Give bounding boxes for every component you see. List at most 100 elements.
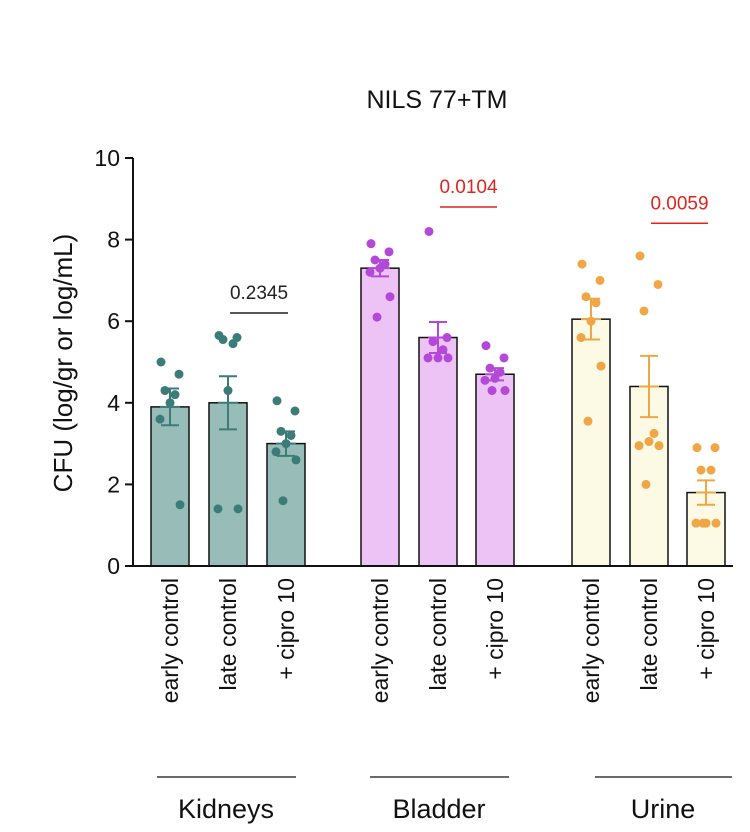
group-label: Kidneys: [178, 794, 274, 824]
bar: [150, 406, 190, 567]
data-point: [641, 479, 651, 489]
data-point: [577, 259, 587, 269]
y-tick-label: 8: [107, 227, 120, 253]
data-point: [480, 375, 490, 385]
data-point: [481, 341, 491, 351]
data-point: [424, 226, 434, 236]
data-point: [385, 292, 395, 302]
category-label: late control: [215, 578, 241, 691]
chart-title: NILS 77+TM: [366, 86, 507, 114]
y-axis-label: CFU (log/gr or log/mL): [48, 234, 78, 493]
plot-area: early control late control + cipro 10 0.234…: [133, 177, 733, 824]
data-point: [156, 357, 166, 367]
data-point: [233, 504, 243, 514]
data-point: [581, 292, 591, 302]
data-point: [372, 312, 382, 322]
data-point: [290, 406, 300, 416]
data-point: [433, 353, 443, 363]
y-tick-label: 2: [107, 471, 120, 497]
data-point: [272, 396, 282, 406]
data-point: [711, 518, 721, 528]
data-point: [586, 316, 596, 326]
data-point: [698, 518, 708, 528]
data-point: [170, 390, 180, 400]
data-point: [428, 337, 438, 347]
group-urine: early control late control + cipro 10 0.005…: [571, 193, 732, 824]
data-point: [228, 339, 238, 349]
data-point: [634, 441, 644, 451]
data-point: [691, 518, 701, 528]
data-point: [710, 443, 720, 453]
data-point: [175, 500, 185, 510]
data-point: [583, 416, 593, 426]
group-label: Bladder: [392, 794, 485, 824]
data-point: [499, 353, 509, 363]
data-point: [384, 247, 394, 257]
p-value-label: 0.0059: [650, 193, 708, 214]
data-point: [485, 363, 495, 373]
data-point: [442, 333, 452, 343]
p-value-label: 0.2345: [230, 283, 288, 304]
bar: [360, 267, 400, 567]
data-point: [370, 255, 380, 265]
data-point: [375, 263, 385, 273]
data-point: [692, 443, 702, 453]
group-label: Urine: [631, 794, 696, 824]
y-axis-ticks: 0 2 4 6 8 10: [94, 145, 133, 579]
y-tick-label: 10: [94, 145, 120, 171]
data-point: [276, 426, 286, 436]
data-point: [366, 239, 376, 249]
data-point: [696, 465, 706, 475]
category-label: + cipro 10: [273, 578, 299, 680]
data-point: [165, 398, 175, 408]
data-point: [500, 386, 510, 396]
data-point: [213, 504, 223, 514]
data-point: [223, 386, 233, 396]
group-kidneys: early control late control + cipro 10 0.234…: [150, 283, 306, 824]
y-tick-label: 4: [107, 390, 120, 416]
data-point: [644, 437, 654, 447]
data-point: [438, 345, 448, 355]
data-point: [291, 455, 301, 465]
y-tick-label: 6: [107, 308, 120, 334]
data-point: [218, 335, 228, 345]
data-point: [155, 414, 165, 424]
data-point: [635, 251, 645, 261]
data-point: [653, 279, 663, 289]
category-label: + cipro 10: [693, 578, 719, 680]
data-point: [271, 447, 281, 457]
bar: [266, 442, 306, 567]
data-point: [495, 367, 505, 377]
data-point: [443, 353, 453, 363]
data-point: [281, 439, 291, 449]
bar: [475, 373, 515, 567]
category-label: early control: [157, 578, 183, 703]
bar: [571, 318, 611, 567]
category-label: early control: [367, 578, 393, 703]
data-point: [174, 369, 184, 379]
data-point: [639, 306, 649, 316]
data-point: [487, 386, 497, 396]
data-point: [596, 361, 606, 371]
y-tick-label: 0: [107, 553, 120, 579]
category-label: early control: [578, 578, 604, 703]
data-point: [649, 428, 659, 438]
data-point: [490, 373, 500, 383]
data-point: [595, 275, 605, 285]
data-point: [576, 333, 586, 343]
data-point: [365, 267, 375, 277]
data-point: [423, 353, 433, 363]
bar: [418, 336, 458, 567]
data-point: [160, 386, 170, 396]
p-value-label: 0.0104: [439, 177, 498, 198]
data-point: [591, 298, 601, 308]
group-bladder: early control late control + cipro 10 0.010…: [360, 177, 515, 824]
category-label: late control: [425, 578, 451, 691]
data-point: [706, 465, 716, 475]
data-point: [654, 441, 664, 451]
category-label: + cipro 10: [482, 578, 508, 680]
data-point: [286, 430, 296, 440]
data-point: [278, 496, 288, 506]
category-label: late control: [636, 578, 662, 691]
